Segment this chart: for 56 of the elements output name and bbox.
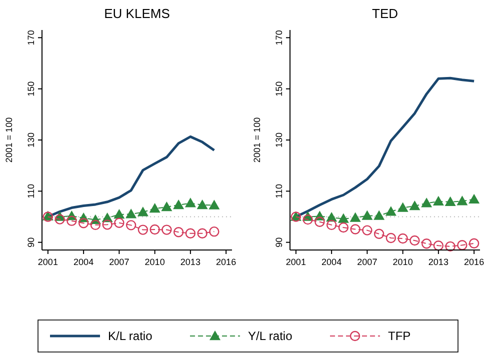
y-tick-label: 110 <box>274 184 284 198</box>
point <box>444 196 456 206</box>
point <box>468 194 480 204</box>
point <box>409 200 420 210</box>
y-tick-label: 130 <box>26 132 36 148</box>
legend-label: Y/L ratio <box>248 329 293 343</box>
y-tick-label: 130 <box>274 132 284 148</box>
legend-label: K/L ratio <box>108 329 153 343</box>
y-tick-label: 110 <box>26 184 36 198</box>
point <box>398 233 408 244</box>
point <box>456 196 468 206</box>
point <box>350 212 361 222</box>
point <box>302 214 313 225</box>
x-tick-label: 2001 <box>38 257 58 267</box>
point <box>385 206 396 216</box>
point <box>338 222 349 233</box>
point <box>362 210 373 220</box>
chart-title: EU KLEMS <box>104 6 170 21</box>
point <box>374 228 384 239</box>
x-tick-label: 2016 <box>216 257 236 267</box>
y-tick-label: 90 <box>274 237 284 248</box>
y-tick-label: 150 <box>26 81 36 96</box>
point <box>457 240 468 250</box>
point <box>468 238 480 248</box>
y-tick-label: 150 <box>274 81 284 96</box>
x-tick-label: 2004 <box>74 257 94 267</box>
x-tick-label: 2010 <box>392 257 413 267</box>
x-tick-label: 2007 <box>109 257 130 267</box>
x-tick-label: 2004 <box>322 257 342 267</box>
point <box>326 220 337 230</box>
y-tick-label: 90 <box>26 237 36 248</box>
x-tick-label: 2007 <box>357 257 378 267</box>
y-tick-label: 170 <box>26 30 36 46</box>
x-tick-label: 2016 <box>464 257 484 267</box>
point <box>433 240 444 251</box>
x-tick-label: 2001 <box>286 257 306 267</box>
point <box>362 225 372 236</box>
point <box>338 213 349 223</box>
point <box>445 241 456 252</box>
point <box>314 216 325 227</box>
x-tick-label: 2013 <box>180 257 200 267</box>
point <box>386 232 396 244</box>
point <box>410 235 420 246</box>
x-tick-label: 2013 <box>428 257 448 267</box>
point <box>374 210 385 220</box>
point <box>421 198 432 208</box>
point <box>350 224 360 234</box>
y-axis-title: 2001 = 100 <box>4 117 14 163</box>
y-axis-title: 2001 = 100 <box>252 117 262 163</box>
point <box>421 238 432 249</box>
x-tick-label: 2010 <box>144 257 165 267</box>
y-tick-label: 170 <box>274 30 284 46</box>
point <box>397 202 408 212</box>
legend-label: TFP <box>388 329 411 343</box>
point <box>432 196 444 206</box>
chart-title: TED <box>372 6 398 21</box>
